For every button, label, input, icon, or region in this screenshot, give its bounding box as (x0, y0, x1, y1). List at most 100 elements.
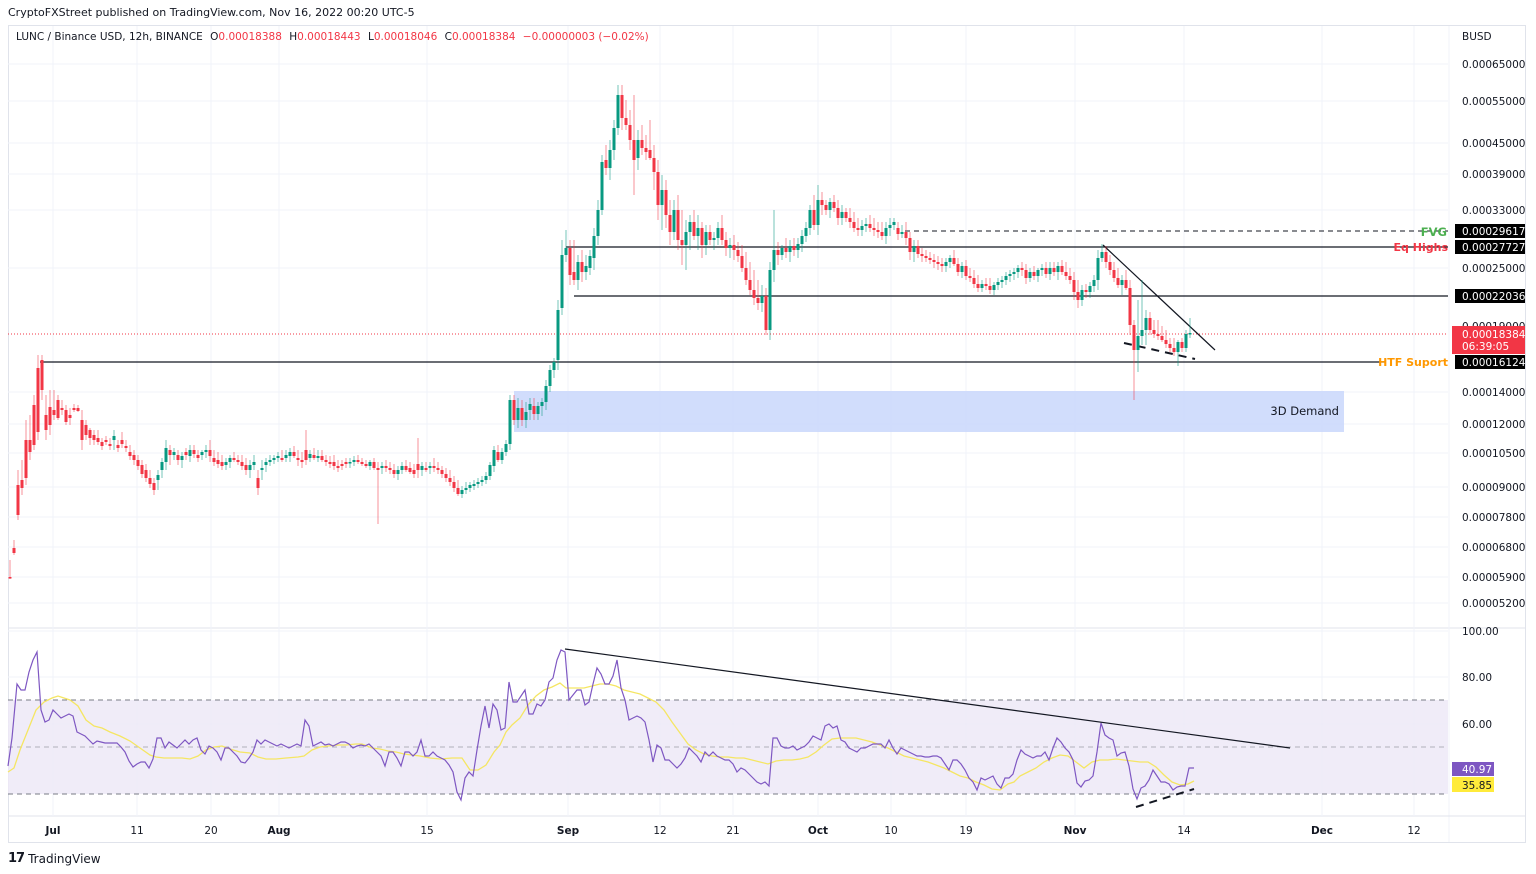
candle-body (504, 444, 508, 452)
candle-body (1128, 288, 1132, 325)
candle-body (268, 460, 272, 462)
candle-body (216, 460, 220, 464)
candle-body (1024, 270, 1028, 278)
candle-body (140, 465, 144, 474)
candle-body (120, 440, 124, 444)
candle-body (428, 466, 432, 468)
open-value: 0.00018388 (218, 31, 282, 43)
htf-support-price-tag-text: 0.00016124 (1462, 357, 1526, 369)
candle-body (392, 470, 396, 474)
candle-body (372, 462, 376, 468)
candle-body (872, 228, 876, 230)
candle-body (812, 210, 816, 225)
candle-body (404, 466, 408, 470)
candle-body (932, 260, 936, 262)
candle-body (240, 462, 244, 466)
candle-body (716, 228, 720, 238)
candle-body (540, 402, 544, 406)
price-tick: 0.00010500 (1462, 448, 1525, 460)
candle-body (648, 150, 652, 158)
candle-body (1136, 336, 1140, 350)
candle-body (472, 484, 476, 486)
candle-body (808, 210, 812, 228)
close-value: 0.00018384 (451, 31, 516, 43)
high-value: 0.00018443 (297, 31, 361, 43)
time-tick: 12 (1407, 825, 1420, 837)
candle-body (840, 212, 844, 218)
candle-body (1060, 266, 1064, 272)
candle-body (100, 442, 104, 446)
time-tick: 11 (130, 825, 143, 837)
time-tick: 19 (959, 825, 972, 837)
candle-body (1116, 278, 1120, 285)
candle-body (968, 276, 972, 278)
candle-body (492, 450, 496, 466)
tradingview-brand[interactable]: 17 TradingView (8, 851, 101, 866)
publisher-line: CryptoFXStreet published on TradingView.… (8, 6, 415, 19)
htf-support-label: HTF Suport (1378, 356, 1448, 369)
candle-body (528, 404, 532, 410)
candle-body (520, 408, 524, 420)
candle-body (20, 480, 24, 488)
candle-body (52, 410, 56, 415)
candle-body (152, 483, 156, 490)
candle-body (736, 250, 740, 256)
candle-body (160, 462, 164, 470)
symbol-legend: LUNC / Binance USD, 12h, BINANCE O0.0001… (16, 31, 649, 43)
candle-body (388, 468, 392, 470)
candle-body (728, 245, 732, 248)
candle-body (176, 455, 180, 460)
candlesticks (8, 85, 1192, 579)
candle-body (628, 125, 632, 140)
candle-body (816, 200, 820, 225)
candle-body (364, 464, 368, 466)
last-price-tag (1452, 326, 1525, 354)
candle-body (1180, 342, 1184, 348)
rsi-value: 40.97 (1462, 764, 1492, 776)
candle-body (1040, 268, 1044, 270)
price-tick: 0.00012000 (1462, 419, 1525, 431)
candle-body (412, 470, 416, 474)
candle-body (1168, 344, 1172, 348)
low-value: 0.00018046 (373, 31, 438, 43)
candle-body (380, 466, 384, 468)
time-tick: 15 (420, 825, 433, 837)
candle-body (184, 452, 188, 455)
candle-body (844, 212, 848, 218)
candle-body (984, 284, 988, 286)
candle-body (992, 285, 996, 290)
price-tick: 0.00005200 (1462, 598, 1525, 610)
candle-body (360, 462, 364, 464)
candle-body (484, 476, 488, 480)
rsi-ma-line (7, 682, 1195, 791)
candle-body (784, 248, 788, 252)
candle-body (12, 548, 16, 553)
currency-label: BUSD (1462, 31, 1492, 43)
candle-body (952, 258, 956, 264)
candle-body (892, 222, 896, 225)
candle-body (608, 150, 612, 168)
candle-body (776, 250, 780, 255)
candle-body (584, 266, 588, 272)
candle-body (16, 485, 20, 515)
candle-body (1020, 268, 1024, 270)
candle-body (476, 482, 480, 484)
candle-body (1064, 272, 1068, 276)
last-price-value: 0.00018384 (1462, 329, 1526, 341)
candle-body (188, 450, 192, 456)
price-tick: 0.00055000 (1462, 96, 1525, 108)
candle-body (708, 232, 712, 240)
symbol-title: LUNC / Binance USD, 12h, BINANCE (16, 31, 203, 43)
candle-body (32, 405, 36, 445)
candle-body (656, 172, 660, 205)
candle-body (300, 460, 304, 462)
candle-body (684, 232, 688, 245)
candle-body (116, 445, 120, 448)
candle-body (348, 462, 352, 464)
candle-body (604, 160, 608, 168)
candle-body (1144, 318, 1148, 330)
candle-body (320, 456, 324, 460)
price-tick: 0.00005900 (1462, 572, 1525, 584)
candle-body (400, 466, 404, 470)
